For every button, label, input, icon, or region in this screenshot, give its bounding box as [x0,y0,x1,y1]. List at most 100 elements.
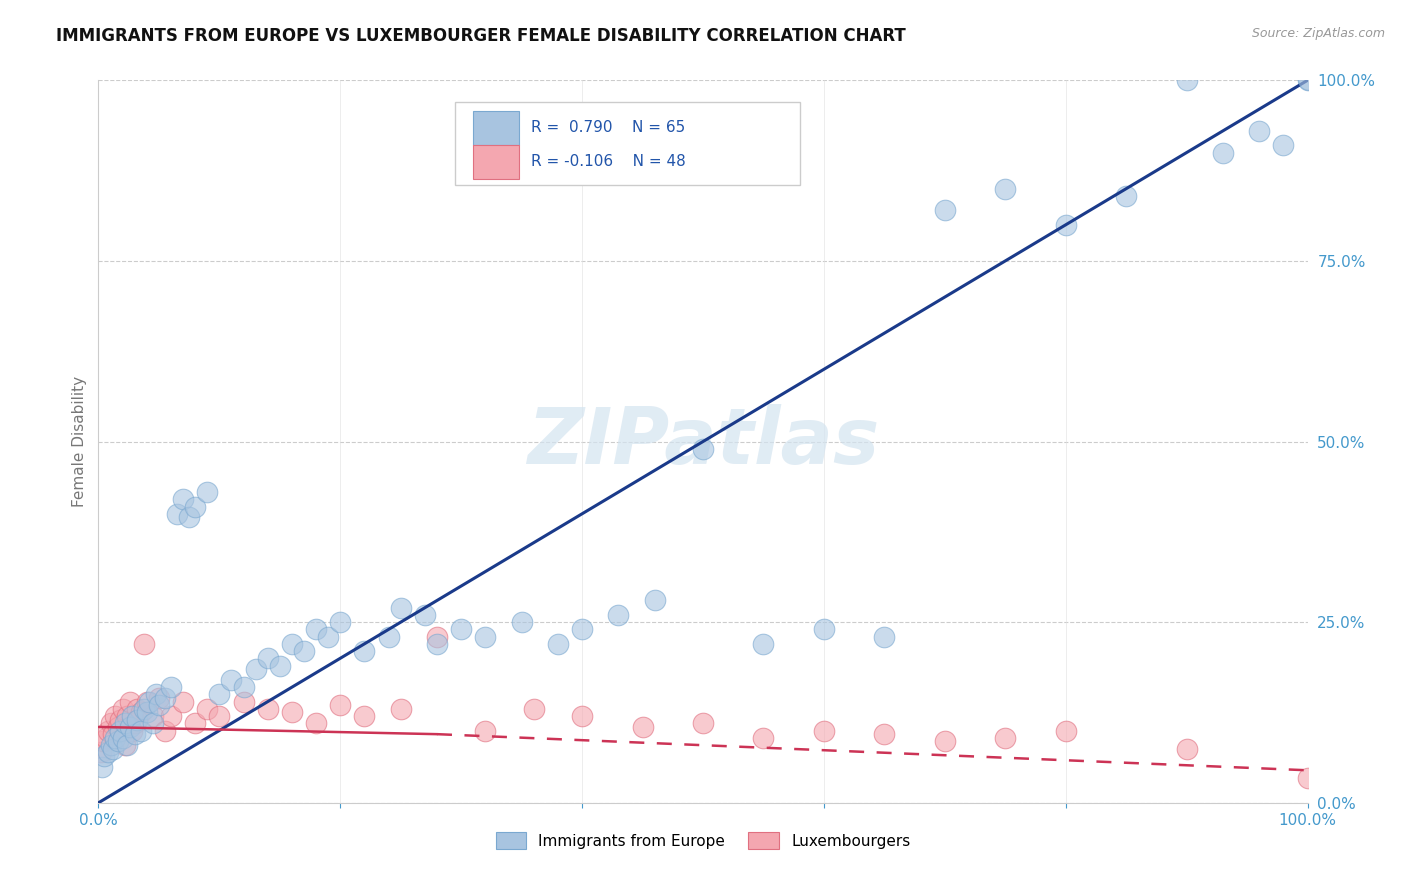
Point [124,727,146,741]
Point [752,637,775,651]
Point [426,637,449,651]
Point [104,731,127,745]
Point [208,709,231,723]
Point [474,630,496,644]
Point [114,716,136,731]
Point [117,709,139,723]
Point [1296,73,1319,87]
Point [195,485,218,500]
Point [474,723,496,738]
Point [148,698,170,713]
Point [111,702,134,716]
Point [316,630,339,644]
Point [994,182,1017,196]
Point [166,507,188,521]
Point [134,637,156,651]
FancyBboxPatch shape [474,111,519,145]
Point [547,637,569,651]
Point [179,510,201,524]
Point [571,623,593,637]
Point [90,745,112,759]
Point [184,500,207,514]
Point [134,702,156,716]
Point [148,691,170,706]
Point [195,702,218,716]
Point [873,727,896,741]
Point [160,680,183,694]
Point [100,738,122,752]
Point [121,709,143,723]
Point [221,673,243,687]
Text: Source: ZipAtlas.com: Source: ZipAtlas.com [1251,27,1385,40]
Point [118,695,141,709]
Point [1175,741,1198,756]
Point [184,716,207,731]
Point [450,623,472,637]
Y-axis label: Female Disability: Female Disability [72,376,87,508]
Point [118,720,141,734]
Point [97,723,120,738]
Point [934,203,956,218]
Text: ZIPatlas: ZIPatlas [527,403,879,480]
Text: R =  0.790    N = 65: R = 0.790 N = 65 [531,120,686,136]
Point [135,695,157,709]
Point [292,644,315,658]
Point [245,662,267,676]
Point [101,741,124,756]
Point [142,709,165,723]
Point [91,760,114,774]
Point [108,723,131,738]
Point [97,745,120,759]
Point [153,723,176,738]
Point [523,702,546,716]
Point [114,738,136,752]
Point [232,695,254,709]
Point [208,687,231,701]
Point [813,723,835,738]
Point [329,698,352,713]
Point [1115,189,1137,203]
Point [117,738,139,752]
Point [1054,218,1077,232]
Text: IMMIGRANTS FROM EUROPE VS LUXEMBOURGER FEMALE DISABILITY CORRELATION CHART: IMMIGRANTS FROM EUROPE VS LUXEMBOURGER F… [56,27,905,45]
Point [124,716,146,731]
Point [305,623,328,637]
Point [269,658,291,673]
Point [160,709,183,723]
Point [101,727,124,741]
Point [138,695,160,709]
Point [994,731,1017,745]
Point [107,734,129,748]
Point [1212,145,1234,160]
Point [426,630,449,644]
Point [813,623,835,637]
Point [1296,73,1319,87]
Point [108,713,131,727]
Point [873,630,896,644]
Point [692,442,714,456]
Point [111,731,134,745]
Point [145,687,167,701]
Point [571,709,593,723]
Point [256,702,278,716]
Point [256,651,278,665]
Point [93,748,115,763]
Point [91,734,114,748]
FancyBboxPatch shape [456,102,800,185]
Point [121,723,143,738]
Point [104,709,127,723]
Point [172,695,194,709]
Point [100,716,122,731]
Point [129,706,152,720]
Point [127,713,149,727]
Point [172,492,194,507]
Point [1249,124,1271,138]
FancyBboxPatch shape [474,145,519,179]
Point [129,723,152,738]
Point [413,607,436,622]
Point [1175,73,1198,87]
Point [510,615,533,630]
Point [281,706,304,720]
Point [353,709,375,723]
Text: R = -0.106    N = 48: R = -0.106 N = 48 [531,154,686,169]
